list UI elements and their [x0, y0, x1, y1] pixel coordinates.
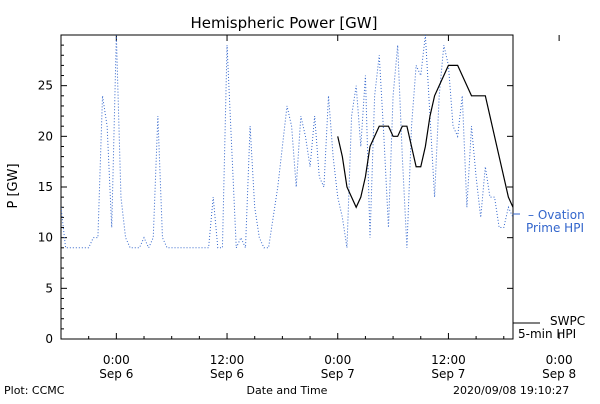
legend-swpc-line2: 5-min HPI: [518, 327, 576, 341]
y-tick-label: 5: [45, 281, 53, 295]
legend: – Ovation Prime HPI SWPC 5-min HPI: [513, 208, 585, 341]
x-tick-time-label: 0:00: [546, 353, 573, 367]
series-line-ovation-prime-hpi: [61, 35, 513, 250]
y-tick-label: 20: [38, 129, 53, 143]
series-layer: [61, 35, 513, 250]
x-tick-date-label: Sep 7: [321, 367, 355, 381]
x-tick-time-label: 12:00: [431, 353, 466, 367]
y-axis: 0 5 10 15 20 25: [38, 34, 513, 346]
y-tick-label: 10: [38, 231, 53, 245]
chart-title: Hemispheric Power [GW]: [191, 14, 378, 32]
legend-ovation-line2: Prime HPI: [526, 221, 584, 235]
y-tick-label: 25: [38, 79, 53, 93]
timestamp: 2020/09/08 19:10:27: [453, 384, 570, 397]
x-tick-time-label: 12:00: [210, 353, 245, 367]
legend-ovation-line1: – Ovation: [528, 208, 585, 222]
y-tick-label: 15: [38, 180, 53, 194]
x-tick-date-label: Sep 6: [99, 367, 133, 381]
x-tick-time-label: 0:00: [324, 353, 351, 367]
y-tick-label: 0: [45, 332, 53, 346]
plot-credit: Plot: CCMC: [4, 384, 65, 397]
x-tick-time-label: 0:00: [103, 353, 130, 367]
legend-swpc-line1: SWPC: [550, 314, 585, 328]
x-tick-date-label: Sep 7: [431, 367, 465, 381]
x-tick-date-label: Sep 8: [542, 367, 576, 381]
x-axis-label: Date and Time: [247, 384, 328, 397]
series-line-swpc-5-min-hpi: [337, 64, 513, 209]
y-axis-label: P [GW]: [6, 163, 21, 208]
plot-frame: [60, 34, 514, 340]
x-tick-date-label: Sep 6: [210, 367, 244, 381]
